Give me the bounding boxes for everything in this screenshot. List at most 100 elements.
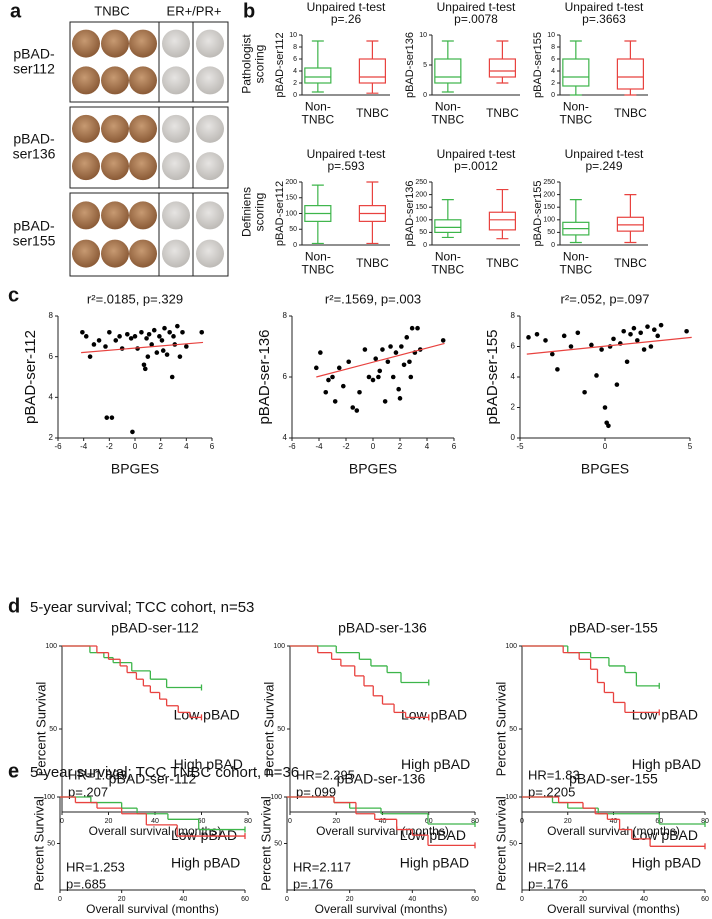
point	[151, 327, 157, 333]
point	[684, 328, 689, 334]
y-tick-label: 250	[415, 179, 427, 186]
point	[175, 323, 180, 329]
tissue-core	[101, 152, 129, 181]
series-label: Low pBAD	[400, 827, 466, 843]
y-tick-label: 6	[283, 372, 288, 381]
chart-title: Unpaired t-test	[307, 147, 386, 161]
y-tick-label: 0	[511, 433, 516, 442]
tissue-core	[72, 29, 100, 58]
x-tick-label: 80	[244, 818, 252, 825]
tissue-core	[72, 114, 100, 143]
upper-whisker	[311, 184, 324, 206]
x-tick-label: Non-TNBC	[560, 100, 593, 127]
y-tick-label: 8	[511, 311, 516, 320]
annotation: p=.207	[68, 784, 108, 799]
point	[83, 334, 89, 339]
point	[350, 405, 356, 410]
annotation: p=.176	[293, 876, 333, 891]
point	[326, 377, 331, 383]
point	[377, 368, 383, 374]
lower-whisker	[569, 86, 582, 96]
y-tick-label: 4	[49, 392, 54, 401]
y-tick-label: 100	[270, 794, 282, 801]
y-tick-label: 100	[415, 217, 427, 224]
upper-whisker	[624, 194, 637, 218]
point	[561, 333, 567, 339]
core-frame	[69, 192, 229, 277]
upper-whisker	[496, 188, 509, 213]
panel-heading: 5-year survival; TCC cohort, n=53	[30, 599, 254, 616]
point	[415, 325, 420, 331]
tissue-core	[72, 201, 100, 230]
y-tick-label: 200	[285, 179, 297, 186]
point	[628, 332, 633, 337]
x-tick-label: TNBC	[486, 106, 519, 120]
y-tick-label: 6	[511, 342, 516, 351]
x-tick-label: 40	[408, 896, 416, 903]
tissue-core	[72, 239, 100, 268]
x-tick-label: Non-TNBC	[432, 100, 465, 127]
core-frame	[69, 106, 229, 189]
y-tick-label: 10	[289, 32, 297, 39]
tissue-core	[162, 66, 190, 95]
x-tick-label: 0	[58, 896, 62, 903]
point	[103, 344, 108, 349]
series-label: High pBAD	[174, 756, 243, 772]
x-tick-label: 20	[346, 896, 354, 903]
tissue-core	[196, 201, 224, 230]
upper-whisker	[441, 40, 454, 59]
row-label: pBAD-ser136	[13, 130, 56, 161]
point	[107, 329, 112, 335]
y-tick-label: 100	[285, 210, 297, 217]
annotation: HR=1.893	[68, 767, 127, 782]
y-tick-label: 50	[49, 726, 57, 733]
y-tick-label: 0	[293, 92, 297, 99]
tissue-core	[162, 201, 190, 230]
y-axis-label: Percent Survival	[258, 796, 273, 891]
x-tick-label: 20	[105, 818, 113, 825]
point	[543, 338, 548, 343]
y-tick-label: 150	[285, 195, 297, 202]
panel-label: e	[8, 760, 19, 782]
x-tick-label: 2	[158, 442, 163, 451]
point	[109, 415, 115, 420]
point	[635, 338, 640, 343]
annotation: HR=1.253	[66, 859, 125, 874]
y-tick-label: 50	[274, 840, 282, 847]
y-tick-label: 50	[509, 840, 517, 847]
x-tick-label: 0	[520, 896, 524, 903]
point	[638, 330, 643, 336]
point	[354, 408, 360, 413]
x-tick-label: TNBC	[356, 256, 389, 270]
point	[80, 329, 85, 335]
tissue-core	[162, 114, 190, 143]
series-label: Low pBAD	[174, 706, 240, 722]
y-tick-label: 8	[283, 311, 288, 320]
x-axis-label: Overall survival (months)	[547, 902, 680, 916]
x-tick-label: 40	[151, 818, 159, 825]
point	[346, 359, 352, 365]
panel-heading: 5-year survival; TCC TNBC cohort, n=36	[30, 764, 299, 781]
y-tick-label: 4	[283, 433, 288, 442]
box	[488, 211, 516, 231]
row-label: pBAD-ser112	[13, 45, 55, 76]
axis	[301, 35, 390, 96]
point	[142, 366, 148, 372]
point	[199, 329, 205, 335]
column-header: TNBC	[94, 3, 129, 18]
x-axis-label: Overall survival (months)	[86, 902, 219, 916]
y-tick-label: 200	[543, 191, 555, 198]
lower-whisker	[311, 83, 324, 93]
tissue-core	[162, 152, 190, 181]
tissue-core	[129, 29, 157, 58]
chart-subtitle: p=.0012	[454, 159, 498, 173]
point	[407, 359, 412, 365]
annotation: p=.2205	[528, 784, 575, 799]
y-tick-label: 250	[543, 179, 555, 186]
y-axis-label: Percent Survival	[33, 682, 48, 777]
point	[318, 350, 323, 355]
x-tick-label: TNBC	[614, 106, 647, 120]
y-axis-label: pBAD-ser155	[532, 32, 544, 98]
point	[330, 374, 335, 380]
tissue-core	[129, 114, 157, 143]
